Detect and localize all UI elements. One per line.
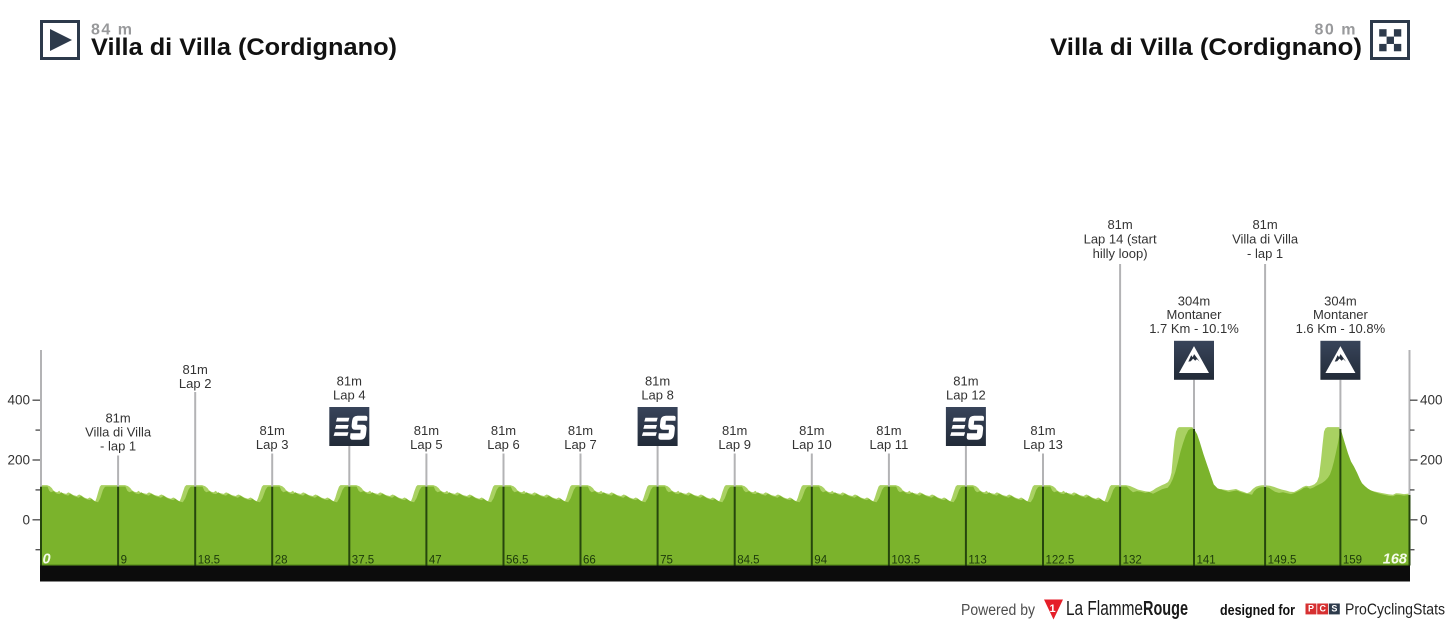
svg-text:400: 400	[7, 393, 30, 408]
svg-text:81m: 81m	[722, 423, 747, 438]
svg-text:Villa di Villa (Cordignano): Villa di Villa (Cordignano)	[91, 34, 397, 61]
svg-text:28: 28	[275, 555, 288, 567]
svg-text:ProCyclingStats: ProCyclingStats	[1345, 602, 1445, 619]
svg-text:Lap 6: Lap 6	[487, 437, 520, 452]
svg-text:200: 200	[1420, 453, 1443, 468]
svg-text:81m: 81m	[105, 411, 130, 426]
svg-text:Lap 13: Lap 13	[1023, 437, 1063, 452]
svg-text:Montaner: Montaner	[1167, 307, 1223, 322]
svg-text:81m: 81m	[645, 374, 670, 389]
svg-text:Lap 11: Lap 11	[870, 437, 909, 452]
svg-text:81m: 81m	[953, 374, 978, 389]
svg-text:P: P	[1308, 604, 1314, 614]
svg-text:149.5: 149.5	[1268, 555, 1297, 567]
svg-text:56.5: 56.5	[506, 555, 528, 567]
svg-text:1.6 Km - 10.8%: 1.6 Km - 10.8%	[1296, 321, 1386, 336]
svg-text:Lap 5: Lap 5	[410, 437, 443, 452]
svg-text:47: 47	[429, 555, 442, 567]
svg-text:La Flamme: La Flamme	[1066, 598, 1143, 620]
svg-text:37.5: 37.5	[352, 555, 374, 567]
svg-text:168: 168	[1383, 552, 1408, 568]
svg-text:81m: 81m	[183, 362, 208, 377]
svg-text:Lap 4: Lap 4	[333, 388, 366, 403]
svg-text:Lap 7: Lap 7	[564, 437, 597, 452]
svg-text:81m: 81m	[1107, 217, 1132, 232]
svg-text:Lap 9: Lap 9	[718, 437, 751, 452]
svg-text:Lap 3: Lap 3	[256, 437, 289, 452]
svg-text:81m: 81m	[1030, 423, 1055, 438]
svg-text:400: 400	[1420, 393, 1443, 408]
svg-text:S: S	[1331, 604, 1337, 614]
svg-text:81m: 81m	[1252, 217, 1277, 232]
svg-text:103.5: 103.5	[891, 555, 920, 567]
svg-text:9: 9	[121, 555, 127, 567]
svg-text:Villa di Villa (Cordignano): Villa di Villa (Cordignano)	[1050, 34, 1362, 61]
svg-text:81m: 81m	[337, 374, 362, 389]
svg-text:81m: 81m	[414, 423, 439, 438]
svg-text:141: 141	[1197, 555, 1216, 567]
svg-text:80 m: 80 m	[1315, 22, 1357, 39]
svg-text:132: 132	[1123, 555, 1142, 567]
svg-text:0: 0	[1420, 512, 1428, 527]
svg-text:304m: 304m	[1324, 294, 1357, 309]
svg-text:Lap 2: Lap 2	[179, 376, 212, 391]
svg-text:159: 159	[1343, 555, 1362, 567]
svg-text:81m: 81m	[491, 423, 516, 438]
svg-text:hilly loop): hilly loop)	[1093, 246, 1148, 261]
svg-text:Rouge: Rouge	[1143, 598, 1188, 620]
svg-text:- lap 1: - lap 1	[1247, 246, 1283, 261]
svg-text:Lap 8: Lap 8	[641, 388, 674, 403]
svg-text:84.5: 84.5	[737, 555, 759, 567]
svg-text:1: 1	[1049, 603, 1055, 615]
svg-text:122.5: 122.5	[1046, 555, 1075, 567]
svg-text:designed for: designed for	[1220, 602, 1295, 619]
svg-text:200: 200	[7, 453, 30, 468]
svg-text:Lap 14 (start: Lap 14 (start	[1084, 232, 1157, 247]
svg-text:81m: 81m	[799, 423, 824, 438]
svg-text:75: 75	[660, 555, 673, 567]
svg-text:304m: 304m	[1178, 294, 1211, 309]
svg-text:Lap 10: Lap 10	[792, 437, 832, 452]
svg-text:Villa di Villa: Villa di Villa	[85, 425, 152, 440]
svg-text:0: 0	[43, 552, 51, 568]
svg-text:1.7 Km - 10.1%: 1.7 Km - 10.1%	[1149, 321, 1239, 336]
svg-text:C: C	[1319, 604, 1326, 614]
svg-text:Lap 12: Lap 12	[946, 388, 986, 403]
svg-text:84 m: 84 m	[91, 22, 133, 39]
svg-text:18.5: 18.5	[198, 555, 220, 567]
svg-text:Montaner: Montaner	[1313, 307, 1369, 322]
svg-text:0: 0	[22, 512, 30, 527]
svg-text:Villa di Villa: Villa di Villa	[1232, 232, 1299, 247]
svg-text:81m: 81m	[260, 423, 285, 438]
svg-text:- lap 1: - lap 1	[100, 439, 136, 454]
svg-text:94: 94	[814, 555, 827, 567]
svg-text:Powered by: Powered by	[961, 602, 1035, 619]
svg-text:81m: 81m	[876, 423, 901, 438]
svg-text:66: 66	[583, 555, 596, 567]
svg-text:113: 113	[968, 555, 986, 567]
svg-text:81m: 81m	[568, 423, 593, 438]
